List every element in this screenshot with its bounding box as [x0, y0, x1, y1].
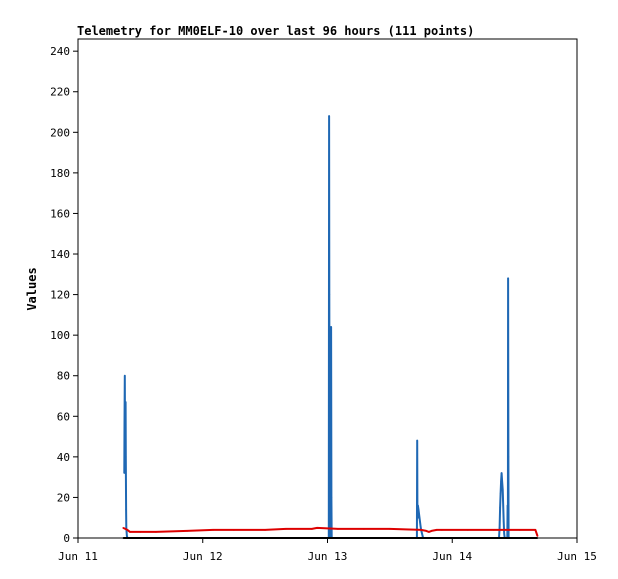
data-point [502, 504, 505, 507]
data-point [124, 401, 127, 403]
y-tick-label: 140 [50, 248, 70, 261]
data-point [122, 537, 124, 539]
x-tick-label: Jun 15 [557, 550, 597, 563]
data-point [125, 456, 127, 458]
data-point [519, 529, 521, 531]
y-axis-ticks: 0 20 40 60 80 100 120 140 160 180 200 220 240 [50, 45, 78, 545]
data-point [337, 528, 339, 530]
data-point [129, 531, 131, 533]
data-point [124, 374, 126, 377]
data-point [123, 423, 126, 426]
plot-frame [77, 38, 578, 539]
data-point [498, 527, 501, 529]
data-point [499, 492, 502, 495]
data-point [428, 531, 430, 533]
data-point [503, 533, 506, 535]
y-axis-label: Values [25, 267, 39, 310]
y-tick-label: 100 [50, 329, 70, 342]
data-point [125, 531, 128, 533]
y-tick-label: 200 [50, 126, 70, 139]
data-point [212, 529, 214, 531]
series-line [123, 115, 511, 539]
data-point [421, 535, 424, 537]
data-point [126, 535, 128, 537]
y-tick-label: 120 [50, 289, 70, 302]
data-point [123, 472, 126, 474]
data-point [329, 521, 331, 523]
x-tick-label: Jun 13 [308, 550, 348, 563]
x-tick-label: Jun 14 [432, 550, 472, 563]
data-point [417, 508, 420, 511]
data-point [186, 530, 188, 532]
data-point [536, 537, 539, 539]
data-point [419, 521, 421, 523]
data-point [125, 508, 127, 511]
x-tick-label: Jun 11 [58, 550, 98, 563]
data-point [421, 533, 423, 535]
x-tick-label: Jun 12 [183, 550, 223, 563]
series-2 [122, 537, 539, 539]
series-1 [122, 526, 539, 537]
data-point [330, 496, 333, 499]
data-point [467, 529, 469, 531]
x-axis-ticks: Jun 11 Jun 12 Jun 13 Jun 14 Jun 15 [58, 538, 597, 563]
data-point [389, 528, 391, 530]
data-point [430, 530, 433, 532]
data-point [534, 529, 537, 531]
data-point [499, 506, 501, 509]
data-point [416, 439, 419, 442]
data-point [536, 535, 539, 537]
data-point [122, 527, 124, 529]
data-point [506, 504, 509, 507]
data-point [507, 456, 510, 458]
data-point [420, 531, 423, 533]
data-point [316, 527, 318, 529]
data-point [435, 529, 438, 531]
data-point [328, 293, 331, 296]
y-tick-label: 240 [50, 45, 70, 58]
data-point [501, 480, 503, 483]
y-tick-label: 40 [57, 451, 70, 464]
data-point [328, 476, 331, 478]
data-point [264, 529, 266, 531]
data-point [363, 528, 365, 530]
data-point [441, 529, 443, 531]
data-point [126, 529, 129, 531]
data-point [285, 528, 287, 530]
plot-area [77, 38, 578, 539]
y-tick-label: 160 [50, 207, 70, 220]
series-layer [122, 115, 539, 539]
data-point [418, 512, 420, 515]
y-tick-label: 180 [50, 167, 70, 180]
data-point [233, 529, 235, 531]
data-point [330, 326, 332, 328]
data-point [502, 521, 505, 523]
data-point [418, 516, 421, 519]
data-point [311, 528, 313, 530]
data-point [416, 516, 419, 519]
data-point [155, 531, 157, 533]
y-tick-label: 0 [63, 532, 70, 545]
data-point [139, 531, 142, 533]
data-point [507, 277, 509, 280]
y-tick-label: 80 [57, 370, 70, 383]
series-line [122, 526, 539, 537]
data-point [500, 472, 503, 474]
data-point [493, 529, 495, 531]
chart-title: Telemetry for MM0ELF-10 over last 96 hou… [77, 24, 474, 38]
data-point [501, 488, 504, 491]
data-point [419, 525, 422, 527]
data-point [328, 115, 330, 117]
data-point [420, 529, 422, 531]
data-point [124, 425, 126, 428]
y-tick-label: 60 [57, 410, 70, 423]
data-point [425, 530, 428, 532]
data-point [417, 504, 419, 507]
y-tick-label: 20 [57, 491, 70, 504]
y-tick-label: 220 [50, 86, 70, 99]
series-0 [123, 115, 511, 539]
